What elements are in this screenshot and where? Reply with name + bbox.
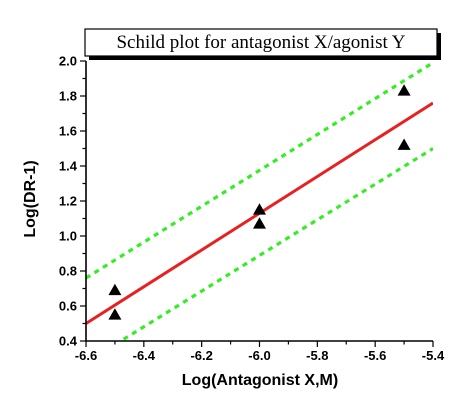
y-tick-label: 0.8	[59, 264, 77, 279]
x-tick-label: -5.8	[306, 348, 328, 363]
x-tick-label: -6.0	[248, 348, 270, 363]
data-point	[253, 203, 266, 215]
x-tick-label: -6.4	[133, 348, 156, 363]
x-axis-label: Log(Antagonist X,M)	[182, 372, 338, 389]
confidence-band-lower	[122, 147, 433, 341]
y-tick-label: 1.2	[59, 194, 77, 209]
plot-area	[86, 61, 433, 341]
x-tick-label: -5.4	[422, 348, 445, 363]
chart-title: Schild plot for antagonist X/agonist Y	[116, 32, 405, 53]
y-tick-label: 1.4	[59, 159, 78, 174]
data-point	[108, 308, 122, 320]
data-point	[397, 84, 411, 96]
y-tick-label: 1.6	[59, 124, 77, 139]
data-point	[108, 283, 122, 296]
y-tick-label: 1.0	[59, 229, 77, 244]
plot-lines	[86, 61, 433, 341]
x-tick-label: -6.2	[190, 348, 212, 363]
confidence-band-upper	[86, 61, 433, 280]
x-tick-label: -6.6	[75, 348, 97, 363]
y-tick-label: 0.4	[59, 334, 78, 349]
y-tick-label: 2.0	[59, 54, 77, 69]
axis-frame	[85, 61, 433, 342]
y-tick-label: 1.8	[59, 89, 77, 104]
title-box: Schild plot for antagonist X/agonist Y	[84, 28, 441, 60]
axes: -6.6 -6.4 -6.2 -6.0 -5.8 -5.6 -5.4 0.4 0.6 0.8 1.0…	[59, 54, 445, 364]
x-tick-label: -5.6	[364, 348, 386, 363]
y-axis-label: Log(DR-1)	[22, 160, 39, 237]
data-point	[397, 138, 411, 150]
y-tick-label: 0.6	[59, 299, 77, 314]
data-point	[253, 217, 266, 229]
